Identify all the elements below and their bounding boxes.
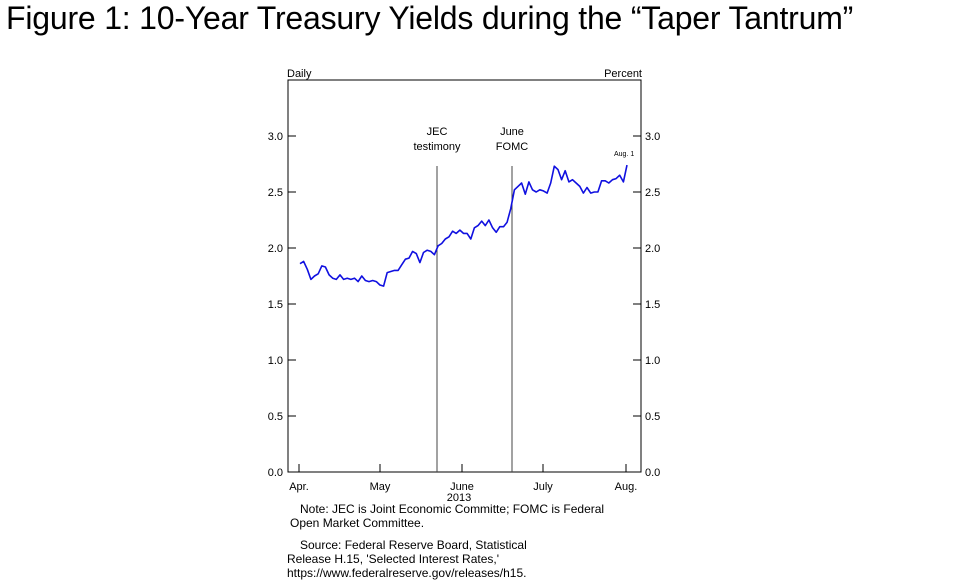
x-tick-label: June xyxy=(450,481,474,493)
y-tick-label-right: 1.5 xyxy=(645,299,660,311)
unit-label: Percent xyxy=(604,68,642,80)
note-line-1: Note: JEC is Joint Economic Committe; FO… xyxy=(300,502,605,516)
y-tick-label-right: 2.5 xyxy=(645,187,660,199)
yield-series-line xyxy=(299,164,628,287)
source-line-1: Source: Federal Reserve Board, Statistic… xyxy=(300,538,527,552)
x-tick-label: May xyxy=(370,481,391,493)
source-line-2: Release H.15, 'Selected Interest Rates,' xyxy=(287,552,500,566)
x-tick-label: July xyxy=(533,481,553,493)
end-label: Aug. 1 xyxy=(614,151,634,158)
y-tick-label-right: 1.0 xyxy=(645,355,660,367)
y-tick-label-right: 3.0 xyxy=(645,131,660,143)
y-tick-label-right: 0.5 xyxy=(645,411,660,423)
event-label: testimony xyxy=(413,141,461,153)
y-tick-label-left: 2.0 xyxy=(268,243,283,255)
y-tick-label-left: 0.5 xyxy=(268,411,283,423)
event-label: JEC xyxy=(427,126,448,138)
y-tick-label-left: 1.0 xyxy=(268,355,283,367)
y-tick-label-left: 0.0 xyxy=(268,467,283,479)
event-label: FOMC xyxy=(496,141,528,153)
year-label: 2013 xyxy=(447,492,471,504)
x-tick-label: Apr. xyxy=(289,481,309,493)
event-label: June xyxy=(500,126,524,138)
source-line-3: https://www.federalreserve.gov/releases/… xyxy=(287,566,527,580)
y-tick-label-left: 2.5 xyxy=(268,187,283,199)
y-tick-label-right: 2.0 xyxy=(645,243,660,255)
note-line-2: Open Market Committee. xyxy=(290,516,425,530)
plot-frame xyxy=(287,79,642,473)
y-tick-label-left: 3.0 xyxy=(268,131,283,143)
y-tick-label-left: 1.5 xyxy=(268,299,283,311)
x-tick-label: Aug. xyxy=(615,481,638,493)
figure-title: Figure 1: 10-Year Treasury Yields during… xyxy=(6,0,854,36)
frequency-label: Daily xyxy=(287,68,312,80)
y-tick-label-right: 0.0 xyxy=(645,467,660,479)
